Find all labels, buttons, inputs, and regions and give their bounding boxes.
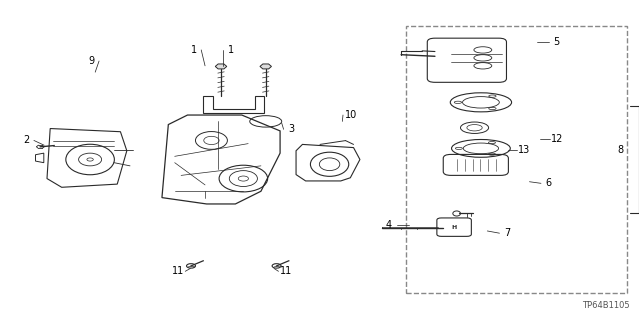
Text: 4: 4 (386, 219, 392, 230)
Text: 7: 7 (504, 228, 510, 238)
Text: 12: 12 (552, 134, 564, 144)
Text: 1: 1 (228, 45, 234, 55)
Text: 11: 11 (280, 266, 292, 276)
Text: 9: 9 (88, 56, 95, 66)
Text: 13: 13 (518, 145, 531, 155)
Text: 8: 8 (617, 145, 623, 155)
Bar (406, 26, 627, 293)
Polygon shape (260, 64, 271, 69)
Text: 5: 5 (553, 37, 559, 47)
Text: 1: 1 (191, 45, 196, 55)
Text: 11: 11 (172, 266, 184, 276)
Text: H: H (451, 225, 457, 230)
Text: 3: 3 (288, 124, 294, 134)
Text: TP64B1105: TP64B1105 (582, 301, 630, 310)
Text: 6: 6 (545, 178, 552, 188)
Text: 2: 2 (23, 136, 29, 145)
Text: 10: 10 (344, 110, 356, 120)
Polygon shape (215, 64, 227, 69)
